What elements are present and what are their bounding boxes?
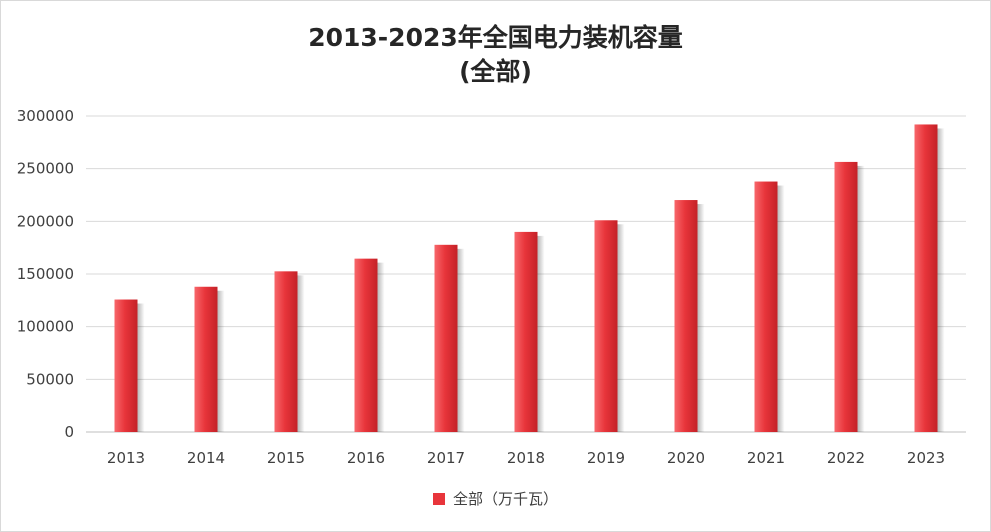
y-axis: 0 50000 100000 150000 200000 250000 300000 xyxy=(17,107,74,441)
bar-2013 xyxy=(114,299,138,432)
bar-2015 xyxy=(274,271,298,432)
x-tick-label: 2015 xyxy=(267,449,305,467)
y-tick-label: 50000 xyxy=(26,370,74,388)
bar-2014 xyxy=(194,286,218,432)
bar-2022 xyxy=(834,161,858,433)
bar-2018 xyxy=(514,231,538,432)
bar-2023 xyxy=(914,124,938,432)
x-tick-label: 2017 xyxy=(427,449,465,467)
x-tick-label: 2022 xyxy=(827,449,865,467)
x-axis: 2013 2014 2015 2016 2017 2018 2019 2020 2021 2022… xyxy=(107,449,945,467)
legend-swatch xyxy=(432,492,445,505)
y-tick-label: 150000 xyxy=(17,265,74,283)
bar-shadow xyxy=(297,275,305,432)
y-tick-label: 0 xyxy=(64,423,74,441)
legend-label: 全部（万千瓦） xyxy=(452,490,558,508)
bar-2019 xyxy=(594,220,618,432)
x-tick-label: 2013 xyxy=(107,449,145,467)
bar-2021 xyxy=(754,181,778,432)
bar-2016 xyxy=(354,258,378,432)
bar-2020 xyxy=(674,200,698,432)
bar-shadow xyxy=(457,248,465,432)
legend: 全部（万千瓦） xyxy=(0,488,991,509)
bar-shadow xyxy=(697,204,705,432)
x-tick-label: 2014 xyxy=(187,449,225,467)
x-tick-label: 2016 xyxy=(347,449,385,467)
bar-shadow xyxy=(137,303,145,432)
bar-shadow xyxy=(217,290,225,432)
y-tick-label: 300000 xyxy=(17,107,74,125)
x-tick-label: 2023 xyxy=(907,449,945,467)
x-tick-label: 2018 xyxy=(507,449,545,467)
bar-shadow xyxy=(857,165,865,433)
x-tick-label: 2021 xyxy=(747,449,785,467)
y-tick-label: 100000 xyxy=(17,318,74,336)
bars xyxy=(114,124,945,433)
bar-shadow xyxy=(937,128,945,432)
chart-subtitle: (全部) xyxy=(459,57,532,86)
bar-shadow xyxy=(377,262,385,432)
bar-shadow xyxy=(617,224,625,432)
bar-shadow xyxy=(777,185,785,432)
y-tick-label: 200000 xyxy=(17,212,74,230)
y-tick-label: 250000 xyxy=(17,160,74,178)
chart-title: 2013-2023年全国电力装机容量 xyxy=(308,23,683,52)
bar-shadow xyxy=(537,235,545,432)
x-tick-label: 2020 xyxy=(667,449,705,467)
x-tick-label: 2019 xyxy=(587,449,625,467)
bar-2017 xyxy=(434,244,458,432)
